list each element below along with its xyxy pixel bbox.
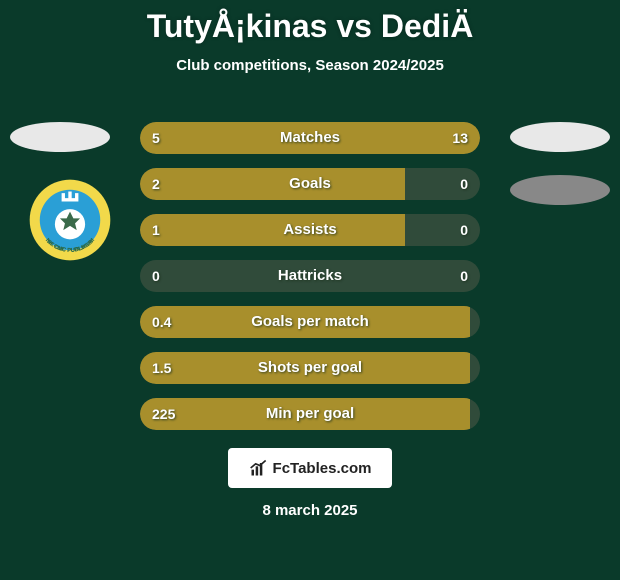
- chart-icon: [249, 458, 269, 478]
- bar-value-right: 0: [460, 168, 468, 200]
- player-badge-left: [10, 122, 110, 152]
- date-text: 8 march 2025: [0, 502, 620, 519]
- watermark: FcTables.com: [228, 448, 392, 488]
- player-badge-right-1: [510, 122, 610, 152]
- bar-row: 2 Goals 0: [140, 168, 480, 200]
- bar-label: Goals: [140, 168, 480, 200]
- bar-label: Matches: [140, 122, 480, 154]
- bar-row: 1 Assists 0: [140, 214, 480, 246]
- player-badge-right-2: [510, 175, 610, 205]
- comparison-bars: 5 Matches 13 2 Goals 0 1 Assists 0 0 Hat…: [140, 122, 480, 444]
- bar-row: 225 Min per goal: [140, 398, 480, 430]
- bar-label: Shots per goal: [140, 352, 480, 384]
- bar-value-right: 13: [452, 122, 468, 154]
- bar-label: Hattricks: [140, 260, 480, 292]
- bar-row: 5 Matches 13: [140, 122, 480, 154]
- bar-label: Min per goal: [140, 398, 480, 430]
- bar-label: Goals per match: [140, 306, 480, 338]
- bar-row: 1.5 Shots per goal: [140, 352, 480, 384]
- club-logo: NK CMC PUBLIKUM NK CMC PUBLIKUM: [28, 178, 112, 262]
- watermark-text: FcTables.com: [273, 460, 372, 477]
- page-title: TutyÅ¡kinas vs DediÄ: [0, 0, 620, 45]
- bar-row: 0 Hattricks 0: [140, 260, 480, 292]
- bar-value-right: 0: [460, 260, 468, 292]
- bar-label: Assists: [140, 214, 480, 246]
- bar-row: 0.4 Goals per match: [140, 306, 480, 338]
- bar-value-right: 0: [460, 214, 468, 246]
- subtitle: Club competitions, Season 2024/2025: [0, 57, 620, 74]
